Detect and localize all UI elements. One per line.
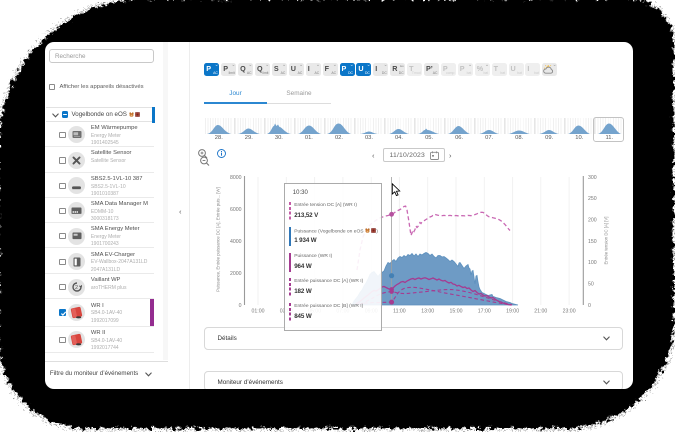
svg-text:2: 2 xyxy=(75,285,78,291)
svg-text:17:00: 17:00 xyxy=(478,309,491,315)
svg-text:0: 0 xyxy=(239,303,242,309)
svg-text:4000: 4000 xyxy=(230,239,242,245)
svg-text:11:00: 11:00 xyxy=(393,309,406,315)
svg-text:21:00: 21:00 xyxy=(534,309,547,315)
svg-text:0: 0 xyxy=(588,303,591,309)
svg-text:23:00: 23:00 xyxy=(563,309,576,315)
svg-text:8000: 8000 xyxy=(230,175,242,181)
svg-text:13:00: 13:00 xyxy=(421,309,434,315)
svg-text:200: 200 xyxy=(588,218,597,224)
svg-text:150: 150 xyxy=(588,239,597,245)
svg-text:100: 100 xyxy=(588,260,597,266)
svg-text:50: 50 xyxy=(588,282,594,288)
svg-text:6000: 6000 xyxy=(230,207,242,213)
svg-text:01:00: 01:00 xyxy=(252,309,265,315)
svg-text:2000: 2000 xyxy=(230,271,242,277)
svg-text:250: 250 xyxy=(588,196,597,202)
svg-text:15:00: 15:00 xyxy=(450,309,463,315)
svg-text:19:00: 19:00 xyxy=(506,309,519,315)
svg-text:300: 300 xyxy=(588,175,597,181)
